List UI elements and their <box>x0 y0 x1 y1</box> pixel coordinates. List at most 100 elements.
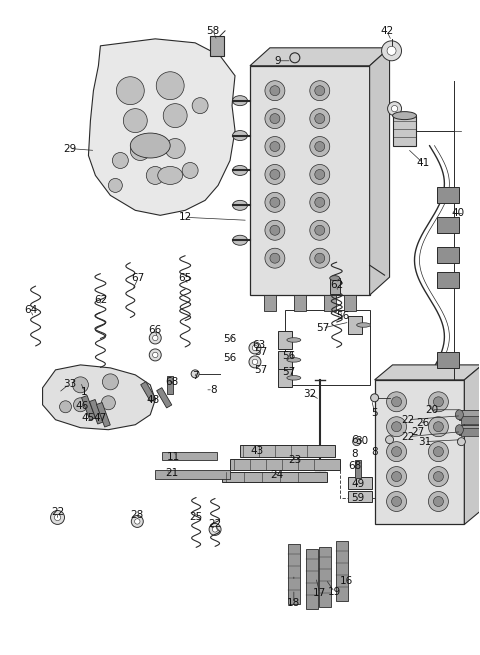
Circle shape <box>433 422 444 432</box>
Circle shape <box>315 86 325 96</box>
Ellipse shape <box>357 323 371 328</box>
Polygon shape <box>88 39 235 215</box>
Ellipse shape <box>287 338 301 342</box>
Text: 67: 67 <box>132 273 145 283</box>
Circle shape <box>392 422 402 432</box>
Circle shape <box>102 374 119 390</box>
Circle shape <box>132 515 144 527</box>
Circle shape <box>433 472 444 481</box>
Text: 66: 66 <box>149 325 162 335</box>
Ellipse shape <box>158 166 183 185</box>
Circle shape <box>429 392 448 412</box>
Circle shape <box>310 248 330 268</box>
Text: 27: 27 <box>411 426 424 437</box>
Bar <box>155 470 230 479</box>
Circle shape <box>153 335 158 341</box>
Bar <box>156 388 172 408</box>
Text: 62: 62 <box>330 280 343 290</box>
Ellipse shape <box>232 166 248 176</box>
Text: 8: 8 <box>351 449 358 458</box>
Circle shape <box>310 109 330 128</box>
Text: 22: 22 <box>208 519 222 529</box>
Circle shape <box>270 170 280 179</box>
Text: 56: 56 <box>223 353 237 363</box>
Text: 57: 57 <box>254 347 267 357</box>
Circle shape <box>387 102 402 116</box>
Text: 1: 1 <box>81 387 88 397</box>
Text: 26: 26 <box>416 418 429 428</box>
Text: 33: 33 <box>63 379 76 389</box>
Polygon shape <box>278 331 292 349</box>
Text: 56: 56 <box>223 334 237 344</box>
Bar <box>230 458 340 470</box>
Ellipse shape <box>232 130 248 141</box>
Text: 57: 57 <box>316 323 329 333</box>
Circle shape <box>310 136 330 157</box>
Circle shape <box>146 166 164 185</box>
Polygon shape <box>43 365 155 430</box>
Text: 28: 28 <box>131 510 144 521</box>
Circle shape <box>73 398 87 412</box>
Circle shape <box>433 447 444 457</box>
Text: 41: 41 <box>417 159 430 168</box>
Polygon shape <box>348 316 361 334</box>
Circle shape <box>156 72 184 100</box>
Text: 22: 22 <box>401 415 414 424</box>
Bar <box>393 116 417 145</box>
Ellipse shape <box>330 276 340 280</box>
Bar <box>222 472 327 481</box>
Circle shape <box>315 113 325 124</box>
Circle shape <box>290 53 300 63</box>
Text: 19: 19 <box>328 588 341 597</box>
Text: 62: 62 <box>94 295 107 305</box>
Circle shape <box>387 47 396 55</box>
Bar <box>374 380 464 525</box>
Circle shape <box>392 447 402 457</box>
Text: 17: 17 <box>313 588 326 598</box>
Ellipse shape <box>130 133 170 158</box>
Bar <box>459 410 480 420</box>
Circle shape <box>108 178 122 193</box>
Text: 18: 18 <box>287 598 300 608</box>
Text: 11: 11 <box>167 452 180 462</box>
Circle shape <box>265 248 285 268</box>
Circle shape <box>50 510 64 525</box>
Circle shape <box>101 396 115 410</box>
Text: 24: 24 <box>270 470 284 479</box>
Circle shape <box>123 109 147 132</box>
Bar <box>141 382 156 402</box>
Text: 43: 43 <box>251 445 264 456</box>
Bar <box>348 491 372 502</box>
Circle shape <box>112 153 128 168</box>
Text: 32: 32 <box>303 389 316 399</box>
Circle shape <box>54 514 60 521</box>
Circle shape <box>249 342 261 354</box>
Circle shape <box>386 441 407 462</box>
Circle shape <box>392 472 402 481</box>
Text: 49: 49 <box>351 479 364 489</box>
Text: 63: 63 <box>252 340 265 350</box>
Circle shape <box>265 109 285 128</box>
Text: 48: 48 <box>146 395 160 405</box>
Circle shape <box>212 527 218 532</box>
Bar <box>437 272 459 288</box>
Ellipse shape <box>393 111 417 120</box>
Circle shape <box>433 496 444 506</box>
Text: 9: 9 <box>275 56 281 66</box>
Circle shape <box>429 466 448 487</box>
Text: 12: 12 <box>179 212 192 222</box>
Circle shape <box>191 370 199 378</box>
Circle shape <box>134 519 140 524</box>
Circle shape <box>209 523 221 535</box>
Circle shape <box>457 438 465 445</box>
Bar <box>285 310 370 385</box>
Ellipse shape <box>232 235 248 245</box>
Polygon shape <box>464 365 480 525</box>
Bar <box>96 402 110 427</box>
Bar <box>89 400 103 424</box>
Text: 31: 31 <box>418 437 431 447</box>
Bar <box>210 36 224 56</box>
Circle shape <box>265 220 285 240</box>
Circle shape <box>182 162 198 178</box>
Bar <box>355 460 360 477</box>
